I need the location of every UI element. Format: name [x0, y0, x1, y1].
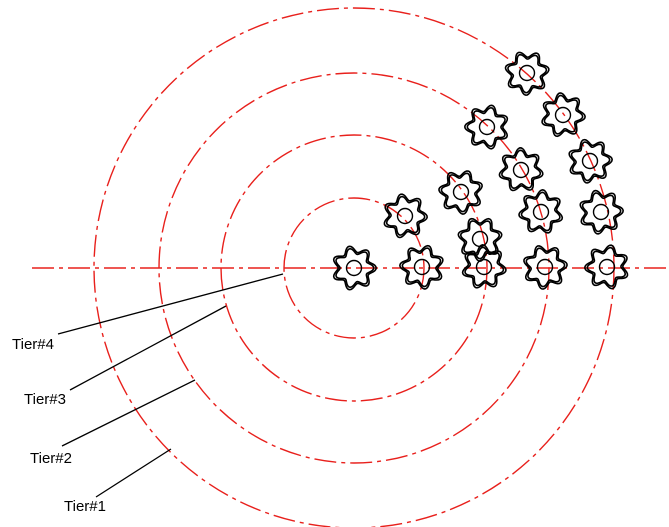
rotor-15 [504, 51, 550, 96]
rotor-inner-profile [507, 53, 548, 94]
rotor-inner-profile [586, 246, 626, 287]
leader-line-tier-4 [57, 273, 284, 335]
rotor-outer-profile [518, 189, 564, 234]
tier-3-label: Tier#3 [24, 391, 66, 408]
rotor-10 [438, 170, 483, 215]
rotor-8 [518, 189, 564, 234]
rotor-inner-profile [440, 172, 481, 213]
rotor-14 [541, 92, 586, 138]
rotor-outer-profile [457, 217, 503, 263]
rotor-outer-profile [438, 170, 483, 215]
rotor-6 [383, 193, 428, 239]
rotor-11 [498, 147, 544, 192]
rotor-hub [512, 161, 530, 179]
rotor-inner-profile [570, 141, 611, 182]
rotor-hub [413, 258, 431, 276]
rotor-outer-profile [399, 244, 444, 290]
rotor-inner-profile [581, 192, 622, 233]
rotor-inner-profile [520, 191, 561, 232]
rotor-3 [461, 244, 507, 289]
rotor-hub [598, 258, 616, 276]
rotor-hub [471, 230, 489, 248]
rotor-hub [554, 106, 572, 124]
rotor-outer-profile [463, 104, 509, 150]
leader-line-tier-3 [69, 305, 227, 391]
tier-1-label: Tier#1 [64, 498, 106, 515]
rotor-hub [345, 259, 363, 277]
rotor-1 [332, 245, 378, 291]
rotor-9 [579, 189, 624, 235]
rotor-hub [518, 64, 536, 82]
tier-2-label: Tier#2 [30, 450, 72, 467]
rotor-inner-profile [459, 220, 501, 260]
rotor-inner-profile [385, 195, 426, 236]
rotor-outer-profile [568, 138, 613, 184]
rotor-4 [523, 245, 568, 290]
rotor-inner-profile [401, 247, 442, 288]
rotor-7 [457, 217, 503, 263]
rotor-2 [399, 244, 444, 290]
rotor-hub [581, 152, 599, 170]
rotor-inner-profile [335, 247, 375, 289]
rotor-hub [452, 183, 470, 201]
tier-4-label: Tier#4 [12, 336, 54, 353]
rotor-outer-profile [332, 245, 378, 291]
rotor-hub [396, 207, 414, 225]
rotor-13 [463, 104, 509, 150]
tier-3-circle [220, 134, 488, 402]
rotor-outer-profile [498, 147, 544, 192]
leader-line-tier-1 [95, 448, 172, 498]
rotor-hub [478, 118, 496, 136]
rotor-outer-profile [579, 189, 624, 235]
leader-line-tier-2 [61, 379, 196, 447]
rotor-12 [568, 138, 613, 184]
rotor-outer-profile [383, 193, 428, 239]
rotor-outer-profile [523, 245, 568, 290]
rotor-outer-profile [584, 244, 629, 290]
rotor-hub [475, 258, 493, 276]
rotor-outer-profile [504, 51, 550, 96]
rotor-group [332, 51, 629, 291]
rotor-inner-profile [525, 247, 566, 288]
rotor-hub [536, 258, 554, 276]
rotor-inner-profile [466, 106, 506, 148]
tier-4-circle [283, 197, 425, 339]
rotor-hub [592, 203, 610, 221]
rotor-5 [584, 244, 629, 290]
rotor-inner-profile [543, 94, 584, 135]
rotor-hub [532, 203, 550, 221]
leader-lines [57, 273, 284, 498]
rotor-outer-profile [541, 92, 586, 138]
rotor-inner-profile [501, 149, 542, 189]
tier-2-circle [158, 72, 550, 464]
